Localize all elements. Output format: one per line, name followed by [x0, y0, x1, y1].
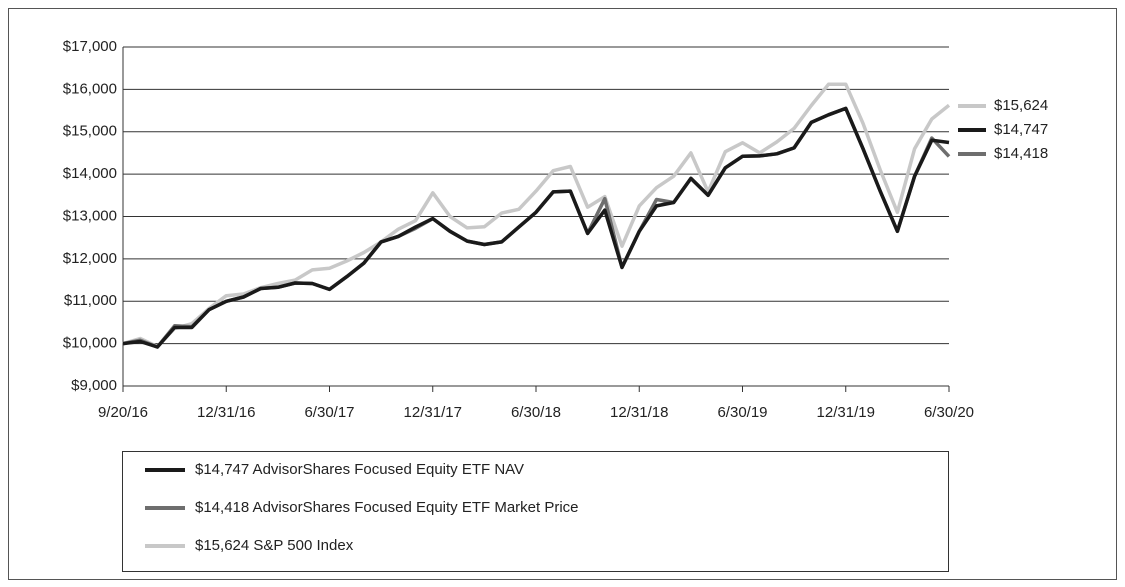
y-tick-label: $16,000 — [63, 80, 117, 97]
x-tick-label: 6/30/19 — [717, 404, 767, 421]
series-line — [122, 106, 950, 349]
y-tick-label: $9,000 — [71, 377, 117, 394]
legend-label: $15,624 S&P 500 Index — [195, 537, 354, 554]
y-tick-label: $14,000 — [63, 165, 117, 182]
legend-label: $14,418 AdvisorShares Focused Equity ETF… — [195, 499, 579, 516]
legend-label: $14,747 AdvisorShares Focused Equity ETF… — [195, 461, 524, 478]
y-tick-label: $11,000 — [64, 292, 117, 309]
end-label: $15,624 — [994, 97, 1048, 114]
y-tick-label: $15,000 — [63, 123, 117, 140]
legend-box — [122, 451, 949, 572]
x-tick-label: 12/31/19 — [817, 404, 875, 421]
series-line — [122, 82, 951, 349]
y-tick-label: $13,000 — [63, 207, 117, 224]
x-tick-label: 12/31/18 — [610, 404, 668, 421]
frame — [8, 8, 1117, 580]
x-tick-label: 6/30/20 — [924, 404, 974, 421]
y-tick-label: $10,000 — [63, 335, 117, 352]
x-tick-label: 12/31/16 — [197, 404, 255, 421]
x-tick-label: 6/30/18 — [511, 404, 561, 421]
y-tick-label: $17,000 — [63, 38, 117, 55]
x-tick-label: 12/31/17 — [404, 404, 462, 421]
series-line — [122, 106, 951, 349]
x-tick-label: 6/30/17 — [304, 404, 354, 421]
x-tick-label: 9/20/16 — [98, 404, 148, 421]
y-tick-label: $12,000 — [63, 250, 117, 267]
end-label: $14,747 — [994, 121, 1048, 138]
end-label: $14,418 — [994, 145, 1048, 162]
